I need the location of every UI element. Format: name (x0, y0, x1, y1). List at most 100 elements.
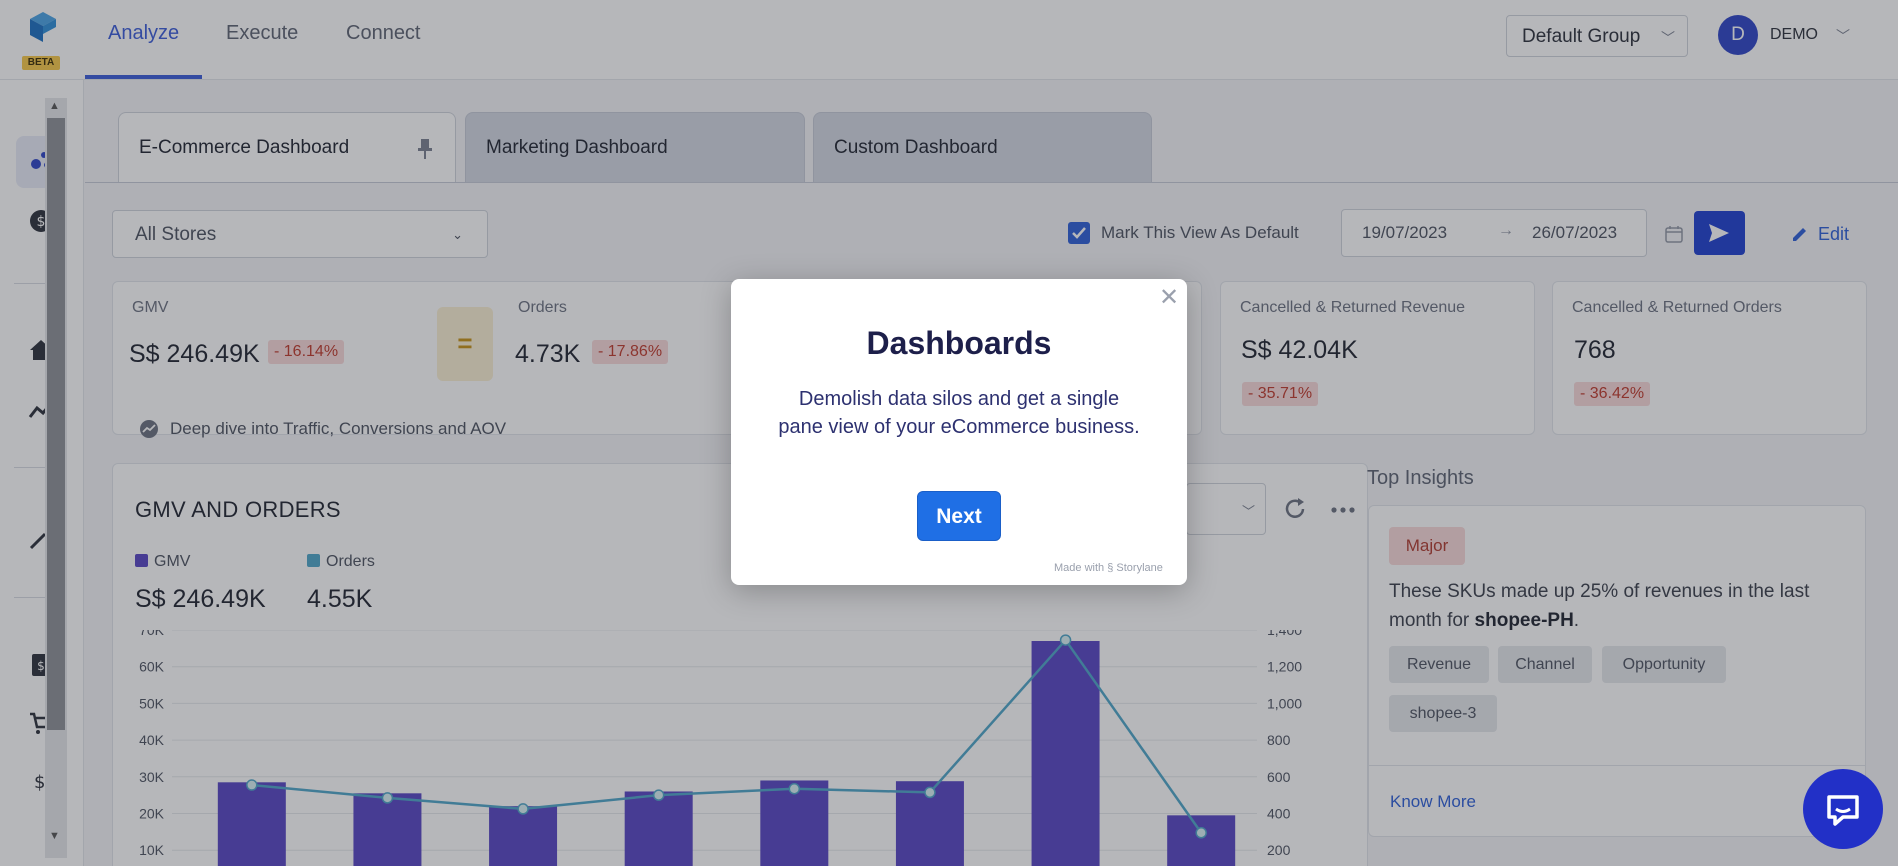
equals-operator: = (437, 307, 493, 381)
nav-tab-execute[interactable]: Execute (226, 22, 299, 44)
svg-text:$: $ (37, 659, 45, 673)
chevron-down-icon: ﹀ (1241, 504, 1255, 519)
mark-default-checkbox[interactable] (1068, 222, 1090, 244)
tab-custom-dashboard[interactable]: Custom Dashboard (813, 112, 1152, 183)
tab-divider (85, 182, 1898, 183)
sidebar-scrollbar-thumb[interactable] (47, 118, 65, 730)
insight-text: These SKUs made up 25% of revenues in th… (1389, 577, 1849, 635)
legend-label[interactable]: Orders (326, 553, 375, 570)
gmv-orders-chart: 70K 1,400 60K 1,200 50K 1,000 40K 800 30K 600 20K 4… (139, 630, 1302, 866)
group-select-value: Default Group (1522, 26, 1641, 47)
gmv-bar (1167, 815, 1236, 866)
insight-chip[interactable]: Channel (1498, 646, 1592, 683)
kpi-value: S$ 246.49K (129, 340, 260, 368)
insight-chip[interactable]: Revenue (1389, 646, 1489, 683)
gmv-bar (624, 791, 693, 866)
date-range-picker[interactable] (1341, 209, 1647, 257)
made-with-label: Made with (1054, 562, 1105, 574)
date-end[interactable]: 26/07/2023 (1532, 223, 1618, 242)
mark-default-label[interactable]: Mark This View As Default (1101, 223, 1299, 242)
pin-icon[interactable] (416, 138, 434, 160)
next-button[interactable]: Next (917, 491, 1001, 541)
y-left-tick-label: 70K (139, 630, 165, 638)
modal-title: Dashboards (866, 325, 1052, 361)
y-right-tick-label: 800 (1267, 732, 1291, 748)
storylane-logo-icon: § (1107, 562, 1114, 574)
date-start[interactable]: 19/07/2023 (1362, 223, 1448, 242)
orders-point (924, 786, 936, 799)
made-with-storylane[interactable]: Made with § Storylane (1054, 562, 1163, 574)
kpi-change-badge: - 35.71% (1242, 382, 1319, 406)
orders-point (246, 779, 258, 791)
user-name[interactable]: DEMO (1770, 26, 1818, 43)
y-right-tick-label: 600 (1267, 769, 1291, 785)
chart-circle-icon[interactable] (139, 419, 159, 439)
apply-date-button[interactable] (1694, 211, 1745, 255)
kpi-card-cancelled-orders (1552, 281, 1867, 435)
y-right-tick-label: 1,400 (1267, 630, 1302, 638)
y-left-tick-label: 20K (139, 806, 165, 822)
orders-point (1059, 634, 1072, 646)
legend-swatch-gmv (135, 554, 148, 567)
close-icon[interactable]: ✕ (1159, 284, 1180, 311)
insights-title: Top Insights (1367, 467, 1474, 489)
tab-ecommerce-dashboard[interactable]: E-Commerce Dashboard (118, 112, 456, 183)
app-logo[interactable]: BETA (20, 8, 64, 70)
orders-point (381, 792, 394, 804)
y-left-tick-label: 50K (139, 695, 165, 711)
chart-title: GMV AND ORDERS (135, 497, 341, 522)
scroll-up-arrow-icon[interactable]: ▲ (49, 100, 60, 112)
insight-text-end: . (1573, 610, 1580, 631)
chat-button[interactable] (1803, 769, 1883, 849)
group-select[interactable]: Default Group ﹀ (1506, 15, 1688, 57)
y-right-tick-label: 200 (1267, 842, 1291, 858)
y-left-tick-label: 30K (139, 769, 165, 785)
sidebar-divider (14, 597, 46, 598)
store-select[interactable]: All Stores ⌄ (112, 210, 488, 258)
legend-value: 4.55K (307, 585, 373, 613)
y-right-tick-label: 1,200 (1267, 659, 1302, 675)
gmv-bar (1031, 641, 1100, 866)
scroll-down-arrow-icon[interactable]: ▼ (49, 830, 60, 842)
legend-swatch-orders (307, 554, 320, 567)
kpi-label: Cancelled & Returned Revenue (1240, 299, 1466, 316)
nav-tab-connect[interactable]: Connect (346, 22, 421, 44)
kpi-label: Cancelled & Returned Orders (1572, 299, 1782, 316)
kpi-label: GMV (132, 299, 169, 316)
deep-dive-link[interactable]: Deep dive into Traffic, Conversions and … (170, 419, 507, 438)
y-right-tick-label: 400 (1267, 806, 1291, 822)
chart-period-select[interactable]: ﹀ (1186, 483, 1266, 535)
kpi-card-cancelled-revenue (1220, 281, 1535, 435)
insight-chip[interactable]: Opportunity (1602, 646, 1726, 683)
tab-marketing-dashboard[interactable]: Marketing Dashboard (465, 112, 805, 183)
pencil-icon (1793, 228, 1806, 241)
kpi-label: Orders (518, 299, 567, 316)
more-options-icon[interactable] (1330, 500, 1356, 520)
store-select-value: All Stores (135, 224, 217, 245)
pricing-icon[interactable]: $ (28, 768, 54, 794)
tab-label: E-Commerce Dashboard (139, 137, 350, 158)
insight-text-start: These SKUs made up 25% of revenues in th… (1389, 581, 1810, 631)
chevron-down-icon: ﹀ (1661, 30, 1675, 46)
edit-label: Edit (1818, 224, 1850, 244)
insight-chip[interactable]: shopee-3 (1389, 695, 1497, 732)
refresh-icon[interactable] (1282, 496, 1308, 522)
svg-text:$: $ (34, 772, 45, 793)
kpi-change-badge: - 36.42% (1574, 382, 1651, 406)
kpi-value: S$ 42.04K (1241, 336, 1358, 364)
user-menu-chevron-icon[interactable]: ﹀ (1836, 28, 1850, 44)
know-more-link[interactable]: Know More (1390, 792, 1476, 811)
y-left-tick-label: 10K (139, 842, 165, 858)
gmv-bar (489, 806, 558, 866)
chat-bubble-icon (1827, 795, 1859, 826)
y-left-tick-label: 60K (139, 659, 165, 675)
calendar-icon[interactable] (1664, 224, 1684, 244)
tab-label: Marketing Dashboard (486, 137, 668, 158)
top-navigation-bar: BETA Analyze Execute Connect Default Gro… (0, 0, 1898, 80)
beta-badge: BETA (22, 56, 60, 70)
legend-label[interactable]: GMV (154, 553, 191, 570)
avatar[interactable]: D (1718, 15, 1758, 55)
insight-divider (1368, 765, 1866, 766)
nav-tab-analyze[interactable]: Analyze (108, 22, 180, 44)
gmv-bar (760, 780, 829, 866)
